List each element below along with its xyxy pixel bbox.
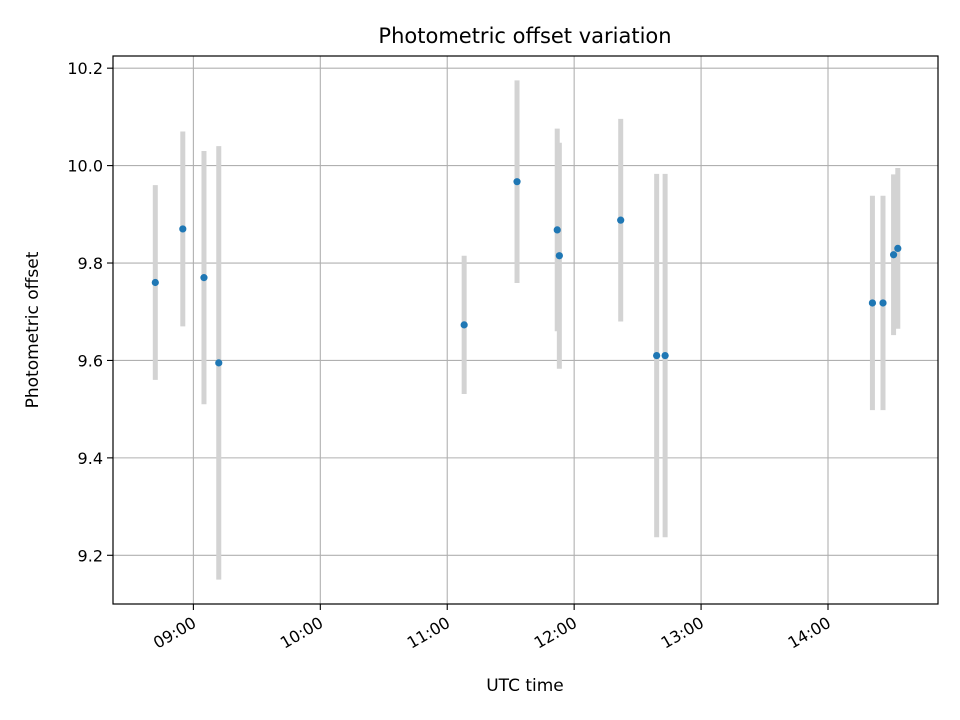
data-point [869, 299, 876, 306]
data-point [179, 225, 186, 232]
data-point [152, 279, 159, 286]
data-point [653, 352, 660, 359]
y-tick-label: 9.6 [78, 351, 103, 370]
data-point [879, 299, 886, 306]
y-tick-label: 9.8 [78, 254, 103, 273]
data-point [894, 245, 901, 252]
data-point [556, 252, 563, 259]
data-point [890, 251, 897, 258]
y-tick-label: 10.2 [67, 59, 103, 78]
data-point [662, 352, 669, 359]
data-point [513, 178, 520, 185]
chart-title: Photometric offset variation [378, 24, 671, 48]
data-point [200, 274, 207, 281]
y-tick-label: 10.0 [67, 157, 103, 176]
data-point [215, 359, 222, 366]
data-point [461, 321, 468, 328]
y-axis-label: Photometric offset [23, 251, 43, 408]
data-point [617, 217, 624, 224]
data-point [554, 226, 561, 233]
y-tick-label: 9.4 [78, 449, 103, 468]
x-axis-label: UTC time [486, 676, 564, 696]
y-tick-label: 9.2 [78, 546, 103, 565]
